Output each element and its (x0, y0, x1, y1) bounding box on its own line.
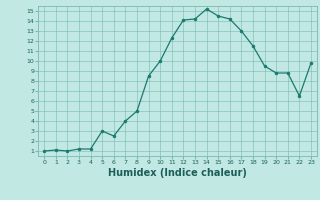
X-axis label: Humidex (Indice chaleur): Humidex (Indice chaleur) (108, 168, 247, 178)
